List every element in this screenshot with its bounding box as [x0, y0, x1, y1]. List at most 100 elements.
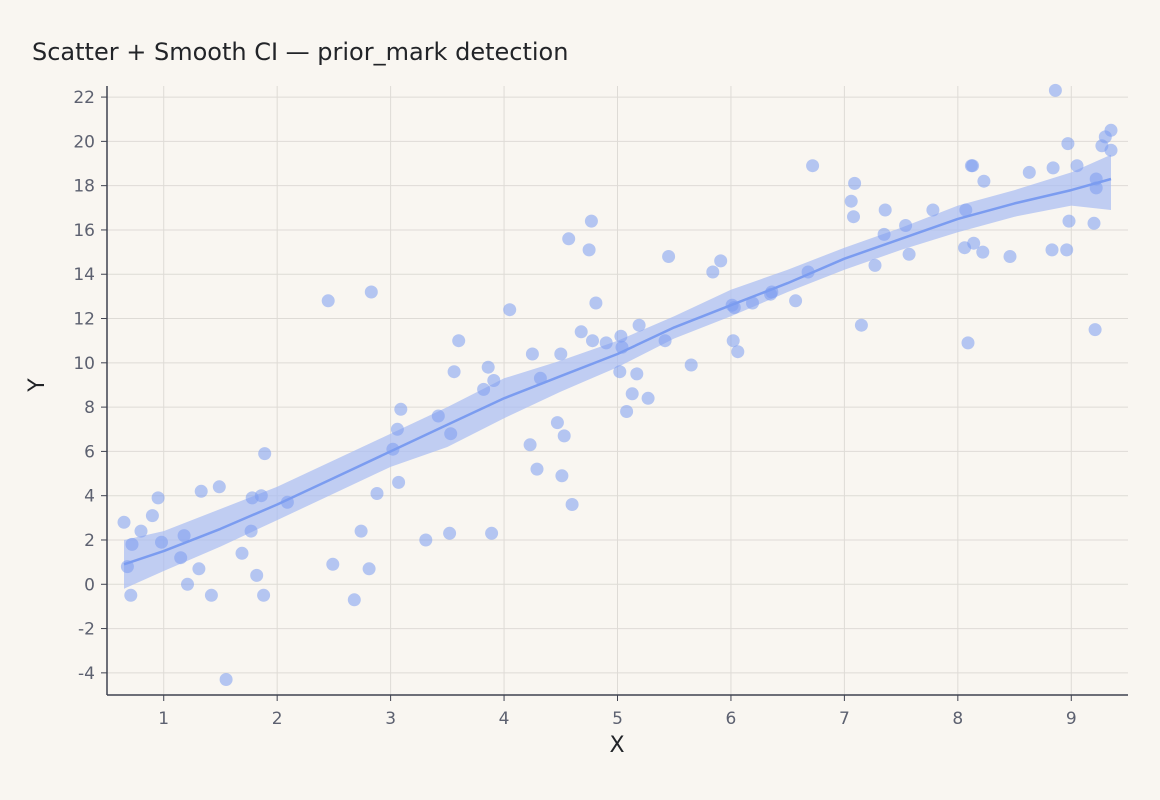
y-tick-label: 6 — [84, 442, 95, 462]
scatter-point — [706, 265, 720, 279]
scatter-point — [1022, 165, 1036, 179]
scatter-point — [554, 347, 568, 361]
scatter-point — [530, 462, 544, 476]
scatter-point — [244, 524, 258, 538]
label-layer: X Y — [25, 378, 625, 758]
scatter-point — [370, 487, 384, 500]
x-tick-label: 5 — [612, 709, 623, 729]
scatter-point — [254, 489, 268, 503]
scatter-point — [1045, 243, 1059, 257]
scatter-point — [155, 535, 168, 549]
y-tick-label: 8 — [84, 398, 95, 418]
scatter-point — [565, 498, 579, 511]
scatter-point — [562, 232, 576, 246]
scatter-point — [485, 526, 499, 540]
scatter-point — [847, 210, 860, 224]
scatter-point — [364, 285, 378, 299]
scatter-point — [966, 159, 980, 173]
scatter-point — [1061, 137, 1075, 151]
scatter-point — [258, 447, 272, 461]
y-tick-label: 12 — [73, 310, 95, 330]
scatter-point — [431, 409, 445, 423]
y-tick-label: 4 — [84, 487, 95, 507]
scatter-point — [481, 360, 495, 374]
smooth-line — [123, 177, 1112, 566]
scatter-point — [117, 515, 131, 529]
scatter-point — [801, 265, 815, 279]
scatter-point — [125, 537, 139, 551]
scatter-point — [1087, 216, 1101, 230]
y-tick-label: 16 — [73, 221, 95, 241]
scatter-point — [134, 524, 148, 538]
scatter-point — [589, 296, 603, 310]
scatter-point — [419, 533, 433, 547]
scatter-point — [854, 318, 868, 332]
scatter-point — [326, 557, 340, 571]
scatter-point — [632, 318, 646, 332]
scatter-point — [582, 243, 596, 257]
y-tick-label: 14 — [73, 265, 95, 285]
y-tick-label: 22 — [73, 88, 95, 108]
scatter-point — [523, 438, 537, 452]
scatter-point — [959, 203, 973, 217]
scatter-point — [194, 484, 208, 498]
y-tick-label: 10 — [73, 354, 95, 374]
scatter-point — [487, 374, 501, 387]
scatter-point — [145, 509, 159, 523]
scatter-point — [555, 469, 569, 483]
scatter-point — [257, 588, 271, 602]
scatter-point — [557, 429, 571, 443]
scatter-point — [902, 247, 916, 261]
ci-band-layer — [124, 154, 1111, 589]
scatter-point — [452, 334, 466, 348]
scatter-point — [177, 529, 191, 543]
scatter-point — [658, 334, 672, 348]
scatter-point — [1089, 181, 1103, 195]
scatter-point — [899, 219, 913, 232]
scatter-point — [124, 588, 138, 602]
y-tick-label: 18 — [73, 177, 95, 197]
scatter-point — [386, 442, 400, 456]
scatter-point — [926, 203, 940, 217]
scatter-point — [599, 336, 613, 350]
scatter-point — [630, 367, 644, 381]
scatter-point — [746, 296, 759, 310]
ci-band — [124, 154, 1111, 589]
scatter-point — [726, 334, 740, 348]
scatter-point — [789, 294, 803, 308]
y-tick-label: 0 — [84, 575, 95, 595]
x-axis-label: X — [609, 733, 624, 758]
scatter-point — [977, 174, 991, 188]
scatter-point — [727, 301, 741, 314]
scatter-point — [354, 524, 368, 538]
scatter-point — [219, 673, 233, 686]
y-tick-label: -4 — [78, 664, 95, 684]
scatter-point — [394, 402, 408, 416]
x-tick-label: 9 — [1066, 709, 1077, 729]
scatter-point — [662, 250, 676, 263]
scatter-point — [390, 422, 404, 436]
scatter-point — [615, 340, 629, 354]
scatter-point — [1088, 323, 1102, 337]
x-tick-label: 2 — [272, 709, 283, 729]
y-tick-label: 20 — [73, 132, 95, 152]
scatter-point — [584, 214, 598, 228]
scatter-point — [625, 387, 639, 401]
scatter-point — [967, 236, 981, 250]
scatter-point — [525, 347, 539, 361]
scatter-point — [574, 325, 588, 339]
scatter-point — [235, 546, 249, 560]
scatter-point — [321, 294, 335, 308]
scatter-point — [362, 562, 376, 576]
scatter-point — [120, 560, 134, 574]
scatter-point — [684, 358, 698, 372]
smooth-line-layer — [123, 177, 1112, 566]
scatter-point — [731, 345, 745, 359]
scatter-point — [443, 526, 457, 540]
y-axis-label: Y — [25, 378, 50, 393]
scatter-point — [1046, 161, 1060, 175]
scatter-point — [347, 593, 361, 607]
scatter-point — [614, 329, 628, 343]
